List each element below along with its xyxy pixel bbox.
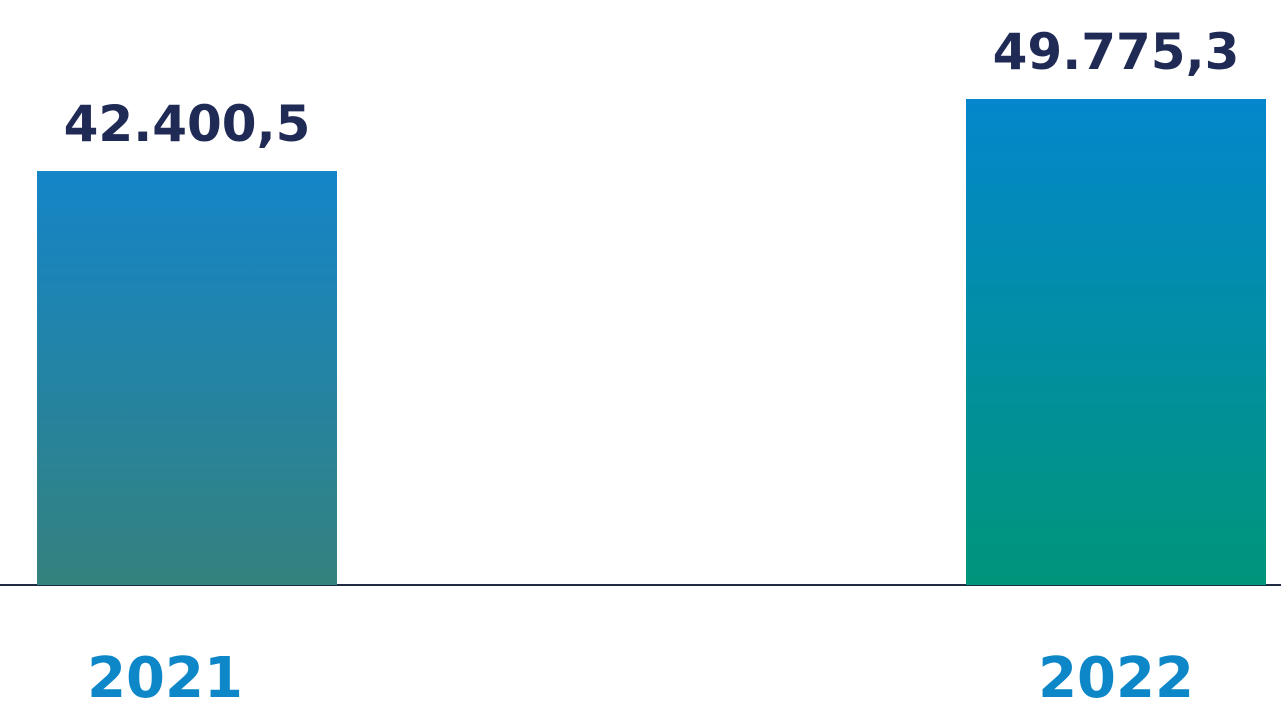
category-label: 2022: [1038, 646, 1194, 707]
bar: [37, 171, 337, 585]
value-label: 42.400,5: [64, 95, 311, 153]
bar: [966, 99, 1266, 585]
value-label: 49.775,3: [993, 23, 1240, 81]
category-label: 2021: [87, 646, 243, 707]
